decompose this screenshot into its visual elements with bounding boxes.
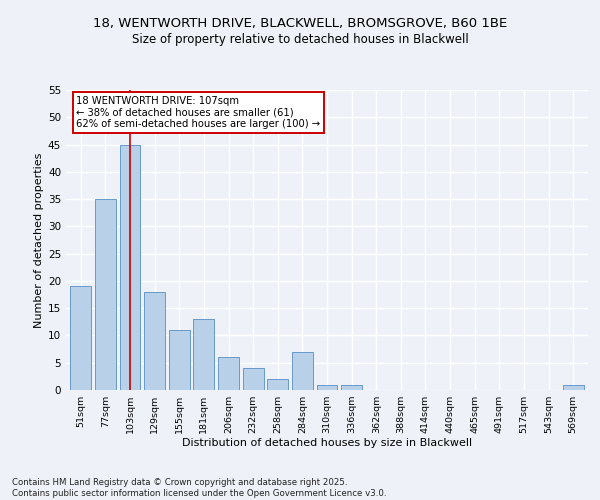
Bar: [144, 292, 165, 390]
Bar: [242, 368, 263, 390]
Bar: [563, 384, 584, 390]
Bar: [341, 384, 362, 390]
Text: 18 WENTWORTH DRIVE: 107sqm
← 38% of detached houses are smaller (61)
62% of semi: 18 WENTWORTH DRIVE: 107sqm ← 38% of deta…: [76, 96, 320, 129]
Bar: [292, 352, 313, 390]
Text: Size of property relative to detached houses in Blackwell: Size of property relative to detached ho…: [131, 32, 469, 46]
Bar: [317, 384, 337, 390]
Y-axis label: Number of detached properties: Number of detached properties: [34, 152, 44, 328]
Bar: [267, 379, 288, 390]
Bar: [70, 286, 91, 390]
X-axis label: Distribution of detached houses by size in Blackwell: Distribution of detached houses by size …: [182, 438, 472, 448]
Bar: [95, 199, 116, 390]
Text: 18, WENTWORTH DRIVE, BLACKWELL, BROMSGROVE, B60 1BE: 18, WENTWORTH DRIVE, BLACKWELL, BROMSGRO…: [93, 18, 507, 30]
Text: Contains HM Land Registry data © Crown copyright and database right 2025.
Contai: Contains HM Land Registry data © Crown c…: [12, 478, 386, 498]
Bar: [169, 330, 190, 390]
Bar: [119, 144, 140, 390]
Bar: [218, 358, 239, 390]
Bar: [193, 319, 214, 390]
